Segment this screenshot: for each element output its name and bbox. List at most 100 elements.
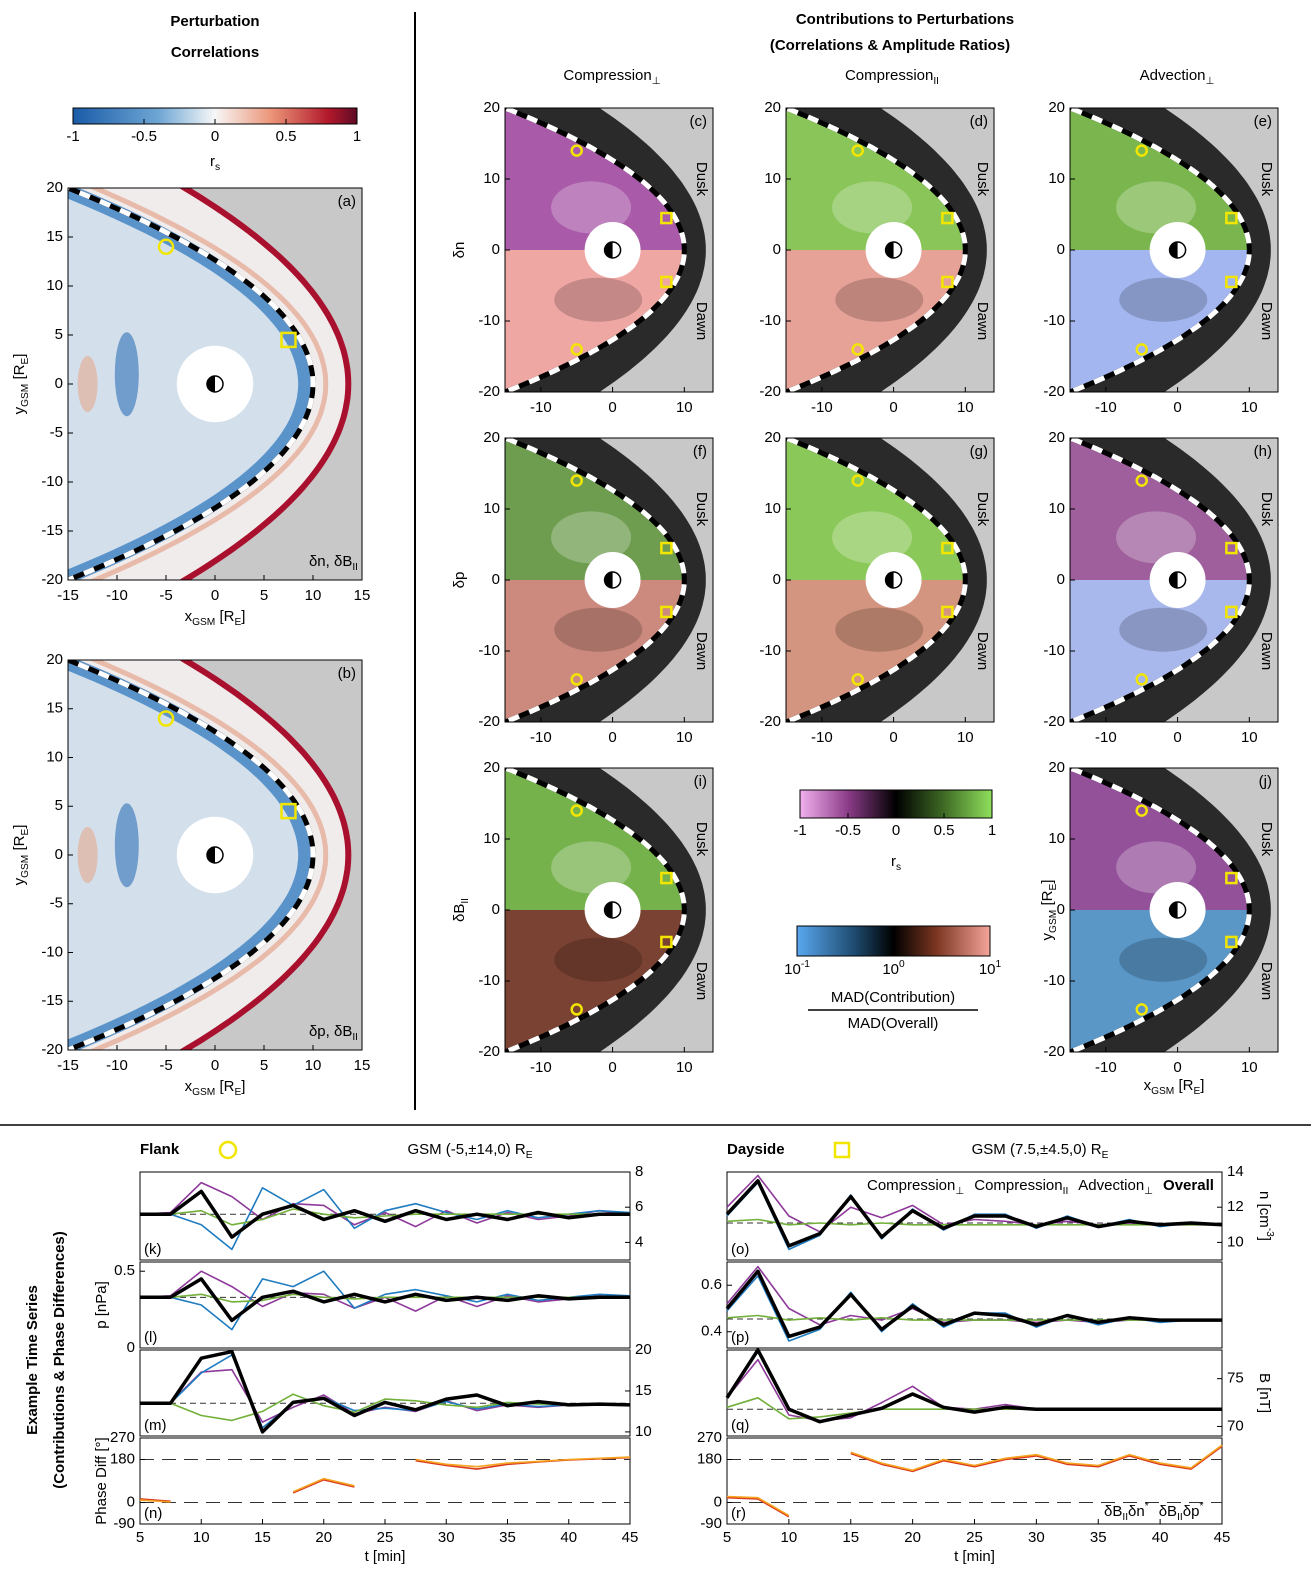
flank-marker: [1135, 144, 1148, 157]
panel-note: δn, δBII: [309, 553, 358, 573]
map-panel: [1070, 768, 1278, 1052]
x-tick-label: 10: [1241, 1059, 1258, 1076]
y-tick-label: -5: [50, 895, 63, 912]
magnetosphere-dawn: [1070, 910, 1250, 1052]
magnetosphere-dawn: [786, 250, 966, 392]
y-tick-label: -5: [50, 424, 63, 441]
x-tick-label: 40: [560, 1529, 577, 1546]
y-tick-label: 10: [764, 170, 781, 187]
dawn-label: Dawn: [693, 302, 710, 340]
plot-frame: [139, 1261, 631, 1349]
colorbar-tick-label: 100: [882, 959, 905, 978]
column-header-part: Compression: [845, 67, 933, 84]
y-tick-label: -20: [478, 383, 500, 400]
series-line: [726, 1218, 1222, 1226]
map-panel: [505, 108, 713, 392]
earth-night: [604, 902, 613, 918]
dayside-marker: [1225, 871, 1238, 885]
dawn-label: Dawn: [693, 962, 710, 1000]
y-tick-label: 0: [714, 1493, 722, 1510]
flank-marker: [570, 474, 583, 487]
column-header-part: Compression: [563, 67, 651, 84]
flank-marker: [570, 673, 583, 686]
y-tick-label: 10: [483, 170, 500, 187]
x-tick-label: 15: [254, 1529, 271, 1546]
y-tick-label: 15: [46, 700, 63, 717]
x-tick-label: -10: [1095, 399, 1117, 416]
dayside-marker: [660, 211, 673, 225]
location-coords-part: GSM (-5,±14,0) R: [407, 1141, 525, 1158]
colorbar-tick-label-part: 1: [996, 959, 1002, 970]
series-line: [140, 1270, 631, 1331]
y-axis-label: n [cm-3]: [1256, 1191, 1275, 1241]
y-tick-label: 10: [483, 500, 500, 517]
panel-label: (l): [144, 1329, 157, 1346]
left-title: Correlations: [171, 44, 259, 61]
colorbar-tick-label-part: -1: [801, 959, 810, 970]
y-axis-label-part: ]: [1039, 880, 1056, 884]
y-axis-label-part: y: [11, 877, 28, 885]
magnetosphere-dusk: [786, 438, 966, 580]
column-header-part: Advection: [1140, 67, 1206, 84]
y-tick-label: 0: [492, 901, 500, 918]
y-tick-label: 0: [492, 241, 500, 258]
location-coords: GSM (7.5,±4.5,0) RE: [972, 1141, 1109, 1161]
map-panel: [505, 768, 713, 1052]
left-title: Perturbation: [170, 13, 259, 30]
flank-marker: [218, 1140, 238, 1160]
y-axis-label-part: E: [20, 358, 31, 365]
row-label-part: δn: [451, 242, 468, 259]
earth-night: [1169, 572, 1178, 588]
x-tick-label: 10: [957, 399, 974, 416]
y-axis-label-part: GSM: [20, 855, 31, 878]
x-axis-label: t [min]: [365, 1548, 406, 1565]
y-tick-label: 10: [46, 748, 63, 765]
flank-marker: [851, 144, 864, 157]
dusk-label: Dusk: [1258, 492, 1275, 527]
column-header: Compression⊥: [563, 67, 660, 87]
location-coords-part: E: [1102, 1150, 1109, 1161]
x-tick-label: 10: [1241, 729, 1258, 746]
x-tick-label: 0: [211, 587, 219, 604]
x-axis-label: t [min]: [954, 1548, 995, 1565]
column-header: Advection⊥: [1140, 67, 1215, 87]
y-tick-label: 20: [764, 429, 781, 446]
x-tick-label: 0: [1173, 399, 1181, 416]
legend-entry-part: Compression: [867, 1177, 955, 1194]
y-tick-label: -10: [759, 642, 781, 659]
location-coords: GSM (-5,±14,0) RE: [407, 1141, 532, 1161]
x-tick-label: 10: [305, 1057, 322, 1074]
y-tick-label: 20: [635, 1341, 652, 1358]
colorbar-tick-label: -0.5: [835, 822, 861, 839]
x-tick-label: 20: [904, 1529, 921, 1546]
colorbar-tick-label: 0: [892, 822, 900, 839]
dusk-label: Dusk: [693, 162, 710, 197]
flank-marker: [851, 673, 864, 686]
texture: [554, 277, 643, 322]
colorbar-label-part: s: [215, 162, 220, 173]
magnetosphere-dawn: [1070, 580, 1250, 722]
panel-note: δp, δBII: [309, 1023, 358, 1043]
x-axis-label-part: x: [1144, 1077, 1152, 1094]
earth-night: [1169, 242, 1178, 258]
x-tick-label: 0: [211, 1057, 219, 1074]
y-tick-label: 20: [46, 179, 63, 196]
x-axis-label: xGSM [RE]: [185, 1078, 246, 1098]
series-line: [139, 1181, 631, 1228]
x-axis-label-part: GSM: [1151, 1086, 1174, 1097]
y-axis-label-part: E: [20, 829, 31, 836]
y-axis-label: Phase Diff [°]: [93, 1437, 110, 1524]
x-axis-label-part: [R: [215, 1078, 234, 1095]
earth-night: [885, 242, 894, 258]
x-tick-label: 35: [1090, 1529, 1107, 1546]
y-tick-label: -10: [1043, 642, 1065, 659]
column-header-part: ⊥: [1206, 76, 1215, 87]
x-tick-label: 0: [889, 729, 897, 746]
y-tick-label: -10: [41, 473, 63, 490]
dayside-marker: [941, 211, 954, 225]
dayside-marker: [660, 275, 673, 289]
panel-label: (a): [338, 193, 356, 210]
y-tick-label: 5: [55, 797, 63, 814]
y-tick-label: 20: [1048, 759, 1065, 776]
dusk-label: Dusk: [1258, 822, 1275, 857]
